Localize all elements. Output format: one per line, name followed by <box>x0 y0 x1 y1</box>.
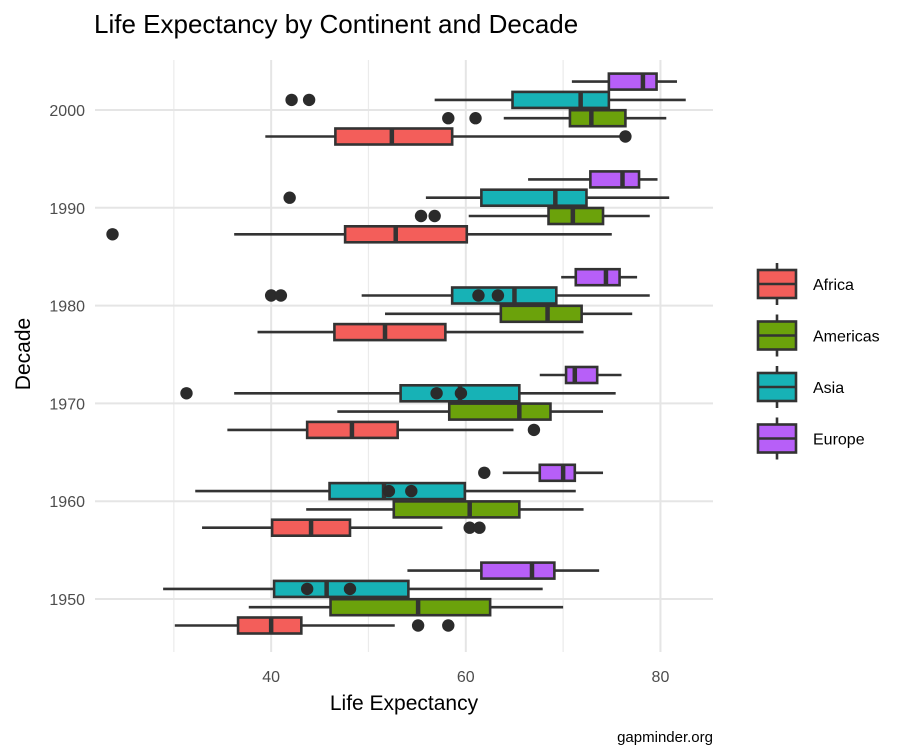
outlier-point <box>472 289 485 302</box>
outlier-point <box>454 387 468 400</box>
box-iqr <box>480 561 556 580</box>
y-axis: 1950 1960 1970 1980 1990 2000 <box>49 103 85 609</box>
box-americas-1970 <box>337 402 604 421</box>
outlier-point <box>382 484 396 498</box>
box-africa-1970 <box>227 420 541 440</box>
y-tick-label: 1980 <box>49 299 85 316</box>
box-iqr <box>607 72 658 91</box>
box-iqr <box>499 304 583 324</box>
box-iqr <box>589 170 641 189</box>
outlier-point <box>463 521 476 534</box>
x-axis: 40 60 80 <box>262 669 669 686</box>
box-asia-1950 <box>163 579 543 599</box>
box-iqr <box>329 597 492 617</box>
box-europe-1950 <box>407 561 600 580</box>
box-africa-1980 <box>257 322 584 342</box>
chart-title: Life Expectancy by Continent and Decade <box>94 9 578 39</box>
x-tick-label: 40 <box>262 669 280 686</box>
legend-label: Americas <box>813 329 880 346</box>
plot-area <box>106 72 686 635</box>
box-africa-1990 <box>106 225 612 244</box>
box-iqr <box>538 463 577 483</box>
legend-label: Asia <box>813 380 844 397</box>
outlier-point <box>442 112 455 125</box>
legend-label: Africa <box>813 277 854 294</box>
y-tick-label: 2000 <box>49 103 85 120</box>
box-americas-1990 <box>414 206 650 226</box>
box-iqr <box>547 206 605 226</box>
outlier-point <box>343 582 357 596</box>
box-iqr <box>511 90 611 110</box>
box-iqr <box>574 267 621 287</box>
legend: Africa Americas Asia Europe <box>756 263 880 460</box>
caption: gapminder.org <box>617 729 713 746</box>
box-americas-1980 <box>385 304 633 324</box>
legend-label: Europe <box>813 432 865 449</box>
y-tick-label: 1960 <box>49 494 85 511</box>
y-tick-label: 1950 <box>49 592 85 609</box>
outlier-point <box>428 209 441 223</box>
y-tick-label: 1990 <box>49 201 85 218</box>
box-iqr <box>480 188 588 207</box>
outlier-point <box>411 619 425 632</box>
box-americas-1960 <box>306 500 584 519</box>
box-europe-1960 <box>478 463 604 483</box>
y-tick-label: 1970 <box>49 396 85 413</box>
box-asia-1990 <box>283 188 670 207</box>
box-africa-1960 <box>202 518 486 538</box>
outlier-point <box>527 423 541 437</box>
legend-item-asia: Asia <box>756 366 844 408</box>
box-iqr <box>568 108 627 128</box>
outlier-point <box>180 387 193 400</box>
box-europe-2000 <box>571 72 677 91</box>
outlier-point <box>300 582 314 596</box>
box-asia-1980 <box>264 286 650 305</box>
legend-item-africa: Africa <box>756 263 854 305</box>
outlier-point <box>619 130 632 143</box>
box-iqr <box>328 481 467 501</box>
x-tick-label: 80 <box>652 669 670 686</box>
box-iqr <box>564 365 599 385</box>
outlier-point <box>430 387 443 400</box>
outlier-point <box>442 619 455 632</box>
box-asia-1970 <box>180 383 616 403</box>
outlier-point <box>274 289 288 302</box>
outlier-point <box>491 289 505 302</box>
outlier-point <box>414 209 428 223</box>
box-iqr <box>447 402 552 421</box>
outlier-point <box>283 191 296 204</box>
box-iqr <box>450 286 558 305</box>
box-europe-1970 <box>539 365 622 385</box>
outlier-point <box>473 521 486 534</box>
y-axis-title: Decade <box>12 318 35 390</box>
outlier-point <box>106 228 119 241</box>
box-asia-1960 <box>195 481 576 501</box>
box-europe-1980 <box>561 267 638 287</box>
grid <box>95 60 713 652</box>
box-iqr <box>272 579 410 599</box>
box-americas-1950 <box>248 597 564 617</box>
box-iqr <box>392 500 521 519</box>
outlier-point <box>405 484 418 498</box>
legend-item-americas: Americas <box>756 314 880 357</box>
box-iqr <box>333 322 447 342</box>
outlier-point <box>478 466 491 479</box>
box-africa-2000 <box>265 127 632 146</box>
outlier-point <box>469 112 482 125</box>
box-europe-1990 <box>528 170 658 189</box>
box-americas-2000 <box>442 108 667 128</box>
legend-item-europe: Europe <box>756 417 865 460</box>
box-asia-2000 <box>285 90 686 110</box>
outlier-point <box>264 289 278 302</box>
outlier-point <box>302 93 316 107</box>
x-axis-title: Life Expectancy <box>330 692 479 715</box>
box-africa-1950 <box>174 616 455 635</box>
outlier-point <box>285 93 298 107</box>
x-tick-label: 60 <box>457 669 475 686</box>
box-iqr <box>343 225 469 244</box>
